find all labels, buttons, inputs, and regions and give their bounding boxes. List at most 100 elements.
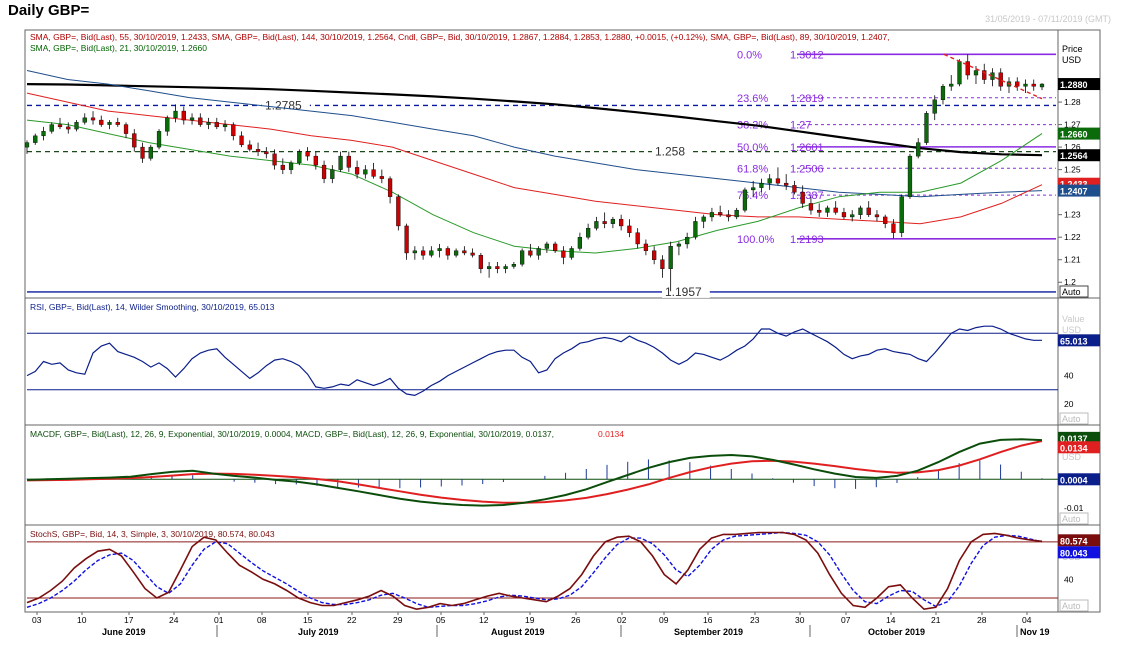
horizontal-level-label: 1.258 — [655, 145, 685, 159]
x-month-label: August 2019 — [491, 627, 545, 637]
x-day-label: 09 — [659, 615, 669, 625]
auto-label-stoch: Auto — [1062, 601, 1081, 611]
rsi-axis-unit: USD — [1062, 325, 1082, 335]
candle-body — [387, 178, 393, 197]
candle-body — [231, 124, 236, 137]
fib-level-value: 1.3012 — [790, 49, 824, 61]
price-tick-label: 1.23 — [1064, 210, 1081, 220]
x-day-label: 05 — [436, 615, 446, 625]
candle-body — [222, 124, 228, 128]
candle-body — [734, 209, 739, 218]
sma144-line — [26, 83, 1043, 157]
price-tick-label: 1.26 — [1064, 142, 1081, 152]
rsi-legend: RSI, GBP=, Bid(Last), 14, Wilder Smoothi… — [30, 302, 275, 312]
candle-body — [495, 266, 500, 269]
candle-body — [24, 142, 30, 148]
candle-body — [437, 248, 442, 251]
candle-body — [453, 250, 459, 256]
candle-body — [726, 214, 731, 218]
candle-body — [709, 212, 715, 218]
candle-body — [718, 212, 723, 215]
candle-body — [404, 225, 409, 254]
rsi-tick-label: 40 — [1064, 371, 1074, 381]
downtrend-line — [943, 53, 1043, 100]
candle-body — [635, 232, 640, 245]
candle-body — [371, 169, 376, 177]
candle-body — [668, 246, 673, 269]
stoch-tick-label: 40 — [1064, 574, 1074, 584]
price-value-tag: 1.2407 — [1060, 187, 1088, 197]
stoch-value-tag: 80.043 — [1060, 548, 1088, 558]
candle-body — [676, 243, 682, 247]
candle-body — [899, 196, 904, 233]
macd-value-tag: 0.0137 — [1060, 434, 1088, 444]
candle-body — [850, 214, 855, 218]
macd-line — [26, 438, 1043, 507]
rsi-line — [26, 325, 1042, 397]
x-day-label: 08 — [257, 615, 267, 625]
price-value-tag: 1.2564 — [1060, 151, 1088, 161]
fib-level-pct: 23.6% — [737, 93, 768, 105]
candle-body — [247, 144, 252, 150]
candle-body — [396, 196, 401, 227]
fib-level-value: 1.2506 — [790, 163, 824, 175]
x-day-label: 17 — [124, 615, 134, 625]
macd-tick-label: -0.01 — [1064, 503, 1084, 513]
price-value-tag-bg — [1058, 184, 1100, 197]
stoch-legend: StochS, GBP=, Bid, 14, 3, Simple, 3, 30/… — [30, 529, 275, 539]
candle-body — [998, 72, 1003, 87]
auto-button-stoch — [1059, 599, 1089, 612]
date-range-label: 31/05/2019 - 07/11/2019 (GMT) — [985, 14, 1111, 24]
macd-value-tag-bg — [1058, 431, 1100, 444]
candle-body — [693, 221, 698, 238]
candle-body — [429, 250, 434, 256]
x-day-label: 24 — [169, 615, 179, 625]
candle-body — [478, 255, 483, 269]
price-value-tag-bg — [1058, 78, 1100, 91]
rsi-tick-label: 20 — [1064, 399, 1074, 409]
candle-body — [132, 133, 137, 148]
x-day-label: 19 — [525, 615, 535, 625]
candle-body — [82, 117, 87, 123]
candle-body — [503, 266, 508, 269]
candle-body — [602, 221, 607, 224]
x-day-label: 26 — [571, 615, 581, 625]
fib-level-value: 1.2387 — [790, 190, 824, 202]
stoch-value-tag: 80.574 — [1060, 536, 1088, 546]
candle-body — [792, 185, 797, 193]
fib-level-value: 1.2601 — [790, 142, 824, 154]
candle-body — [569, 248, 574, 258]
candle-body — [817, 209, 822, 213]
auto-button-macd — [1059, 512, 1089, 525]
price-axis-title: Price — [1062, 44, 1083, 54]
x-day-label: 16 — [703, 615, 713, 625]
fib-level-pct: 0.0% — [737, 49, 762, 61]
candle-body — [297, 151, 302, 164]
candle-body — [173, 110, 178, 119]
candle-body — [627, 225, 632, 233]
x-day-label: 14 — [886, 615, 896, 625]
stoch-d-line — [26, 531, 1043, 609]
price-tick-label: 1.25 — [1064, 165, 1081, 175]
candle-body — [41, 131, 46, 137]
candle-body — [189, 117, 195, 121]
candle-body — [577, 236, 583, 249]
candle-body — [916, 142, 921, 157]
candle-body — [965, 61, 970, 76]
candle-body — [74, 122, 79, 130]
x-day-label: 04 — [1022, 615, 1032, 625]
horizontal-level-label: 1.2785 — [265, 98, 302, 112]
candle-body — [907, 155, 913, 197]
price-tick-label: 1.21 — [1064, 255, 1081, 265]
price-tick-label: 1.27 — [1064, 120, 1081, 130]
fib-level-pct: 50.0% — [737, 142, 768, 154]
candle-body — [751, 187, 756, 191]
x-day-label: 21 — [931, 615, 941, 625]
candle-body — [1015, 81, 1020, 87]
candle-body — [866, 207, 871, 215]
candle-body — [115, 122, 120, 125]
candle-body — [33, 135, 38, 143]
rsi-axis-title: Value — [1062, 314, 1084, 324]
candle-body — [652, 250, 657, 260]
candle-body — [924, 113, 929, 143]
